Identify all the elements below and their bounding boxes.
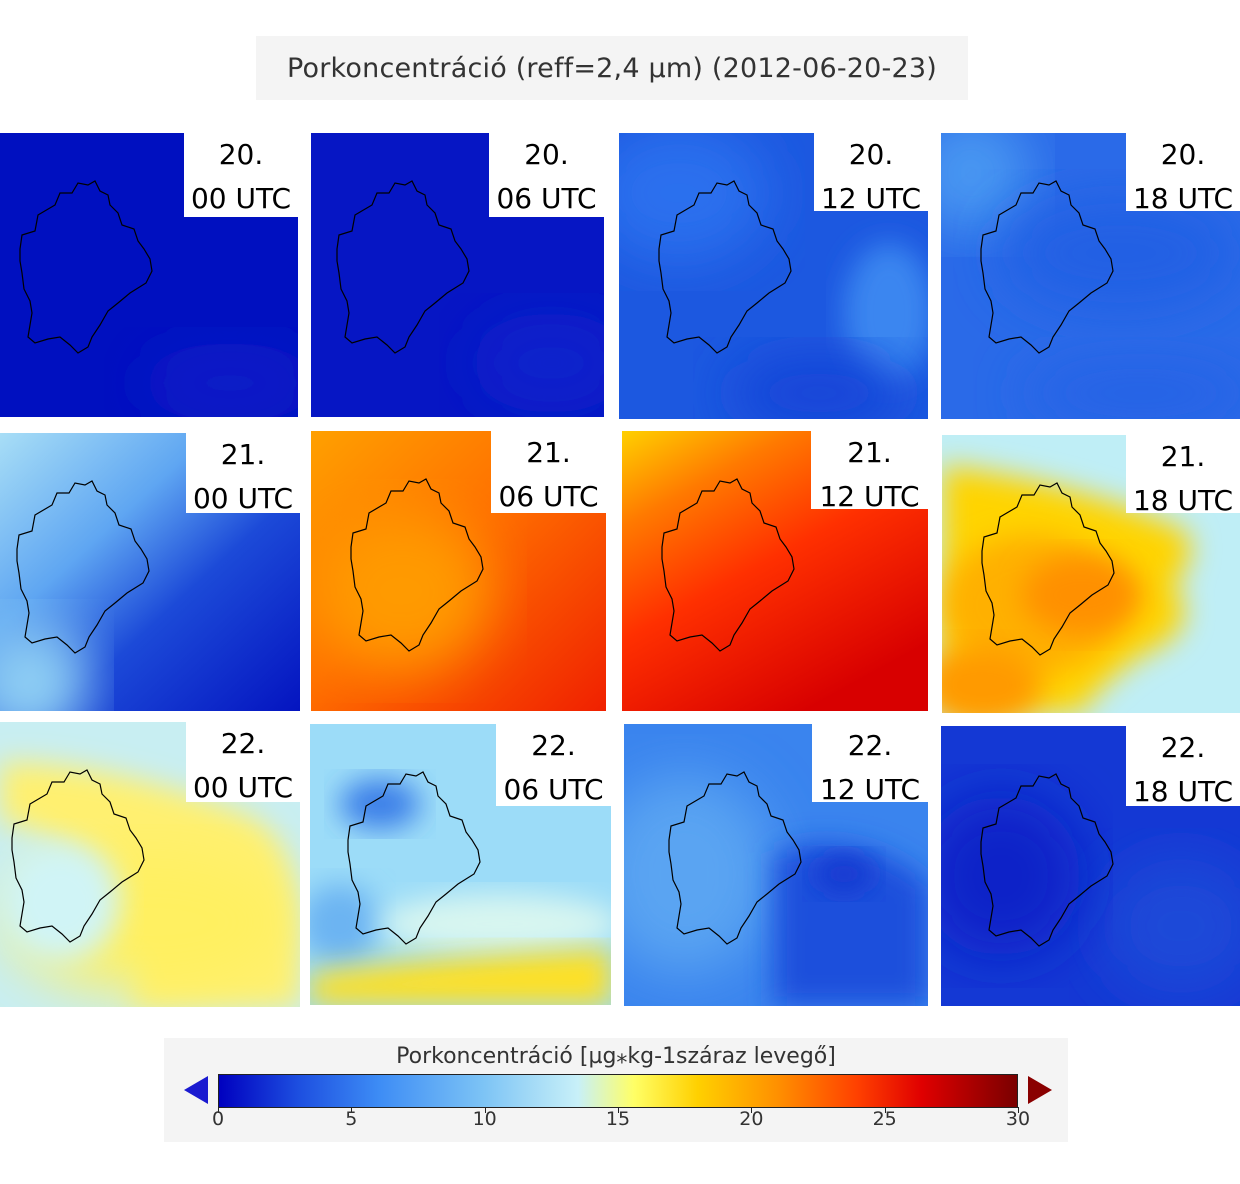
time-label: 20. 12 UTC: [814, 133, 928, 215]
utc-label: 12 UTC: [819, 480, 920, 513]
colorbar-tick: [884, 1107, 886, 1113]
city-boundary-outline: [668, 771, 802, 945]
day-label: 21.: [220, 438, 266, 471]
city-boundary-outline: [350, 478, 484, 652]
city-boundary-outline: [980, 773, 1114, 947]
day-label: 20.: [848, 138, 894, 171]
day-label: 21.: [847, 436, 892, 469]
day-label: 20.: [1160, 138, 1206, 171]
map-panel-22-18: 22. 18 UTC: [941, 726, 1240, 1006]
time-label: 20. 06 UTC: [489, 133, 604, 217]
day-label: 22.: [220, 727, 266, 760]
utc-label: 18 UTC: [1132, 775, 1234, 808]
utc-label: 06 UTC: [498, 480, 599, 513]
city-boundary-outline: [11, 769, 145, 943]
colorbar-tick: [484, 1107, 486, 1113]
day-label: 21.: [526, 436, 571, 469]
colorbar-tick-label: 10: [472, 1108, 497, 1130]
time-label: 21. 18 UTC: [1126, 435, 1240, 517]
map-panel-20-06: 20. 06 UTC: [311, 133, 604, 417]
city-boundary-outline: [347, 771, 481, 945]
colorbar-tick-label: 30: [1005, 1108, 1031, 1130]
map-panel-21-12: 21. 12 UTC: [622, 431, 928, 711]
concentration-field: [941, 133, 1240, 419]
city-boundary-outline: [336, 180, 470, 354]
map-panel-20-00: 20. 00 UTC: [0, 133, 298, 417]
time-label: 22. 06 UTC: [496, 724, 611, 806]
min-extend-arrow: [184, 1076, 208, 1104]
map-panel-22-12: 22. 12 UTC: [624, 724, 928, 1006]
max-extend-arrow: [1028, 1076, 1052, 1104]
colorbar-tick: [751, 1107, 753, 1113]
map-panel-22-06: 22. 06 UTC: [310, 724, 611, 1005]
city-boundary-outline: [658, 180, 792, 354]
time-label: 20. 00 UTC: [184, 133, 298, 217]
map-panel-21-00: 21. 00 UTC: [0, 433, 300, 711]
utc-label: 00 UTC: [190, 182, 292, 215]
map-panel-22-00: 22. 00 UTC: [0, 722, 300, 1007]
utc-label: 06 UTC: [503, 773, 604, 806]
utc-label: 00 UTC: [192, 482, 294, 515]
time-label: 21. 00 UTC: [186, 433, 300, 515]
time-label: 21. 06 UTC: [491, 431, 606, 513]
day-label: 20.: [218, 138, 264, 171]
map-panel-20-12: 20. 12 UTC: [619, 133, 928, 419]
utc-label: 06 UTC: [496, 182, 597, 215]
utc-label: 18 UTC: [1132, 182, 1234, 215]
time-label: 20. 18 UTC: [1126, 133, 1240, 215]
legend-title: Porkoncentráció [µg⁎kg-1száraz levegő]: [396, 1044, 836, 1069]
day-label: 21.: [1160, 440, 1206, 473]
map-panel-21-06: 21. 06 UTC: [311, 431, 606, 711]
utc-label: 00 UTC: [192, 771, 294, 804]
colorbar: [218, 1074, 1018, 1108]
day-label: 22.: [531, 729, 576, 762]
colorbar-tick: [1018, 1107, 1019, 1113]
map-panel-21-18: 21. 18 UTC: [942, 435, 1240, 713]
utc-label: 12 UTC: [820, 182, 922, 215]
city-boundary-outline: [980, 180, 1114, 354]
city-boundary-outline: [19, 180, 153, 354]
colorbar-tick: [351, 1107, 353, 1113]
title-box: Porkoncentráció (reff=2,4 µm) (2012-06-2…: [256, 36, 968, 100]
day-label: 22.: [847, 729, 893, 762]
day-label: 20.: [524, 138, 569, 171]
city-boundary-outline: [981, 482, 1115, 656]
colorbar-tick-label: 25: [872, 1108, 897, 1130]
time-label: 22. 18 UTC: [1126, 726, 1240, 808]
city-boundary-outline: [661, 478, 795, 652]
day-label: 22.: [1160, 731, 1206, 764]
colorbar-legend: Porkoncentráció [µg⁎kg-1száraz levegő] 0…: [164, 1038, 1068, 1142]
time-label: 22. 12 UTC: [812, 724, 928, 806]
map-panel-20-18: 20. 18 UTC: [941, 133, 1240, 419]
colorbar-tick-label: 20: [739, 1108, 764, 1130]
colorbar-tick-label: 5: [345, 1108, 358, 1130]
colorbar-tick: [618, 1107, 619, 1113]
utc-label: 18 UTC: [1132, 484, 1234, 517]
figure-title: Porkoncentráció (reff=2,4 µm) (2012-06-2…: [287, 52, 937, 84]
time-label: 22. 00 UTC: [186, 722, 300, 804]
colorbar-tick-label: 15: [605, 1108, 631, 1130]
colorbar-tick-label: 0: [211, 1108, 225, 1130]
utc-label: 12 UTC: [819, 773, 921, 806]
colorbar-tick: [218, 1107, 219, 1113]
city-boundary-outline: [16, 480, 150, 654]
time-label: 21. 12 UTC: [811, 431, 928, 513]
concentration-field: [941, 726, 1240, 1006]
